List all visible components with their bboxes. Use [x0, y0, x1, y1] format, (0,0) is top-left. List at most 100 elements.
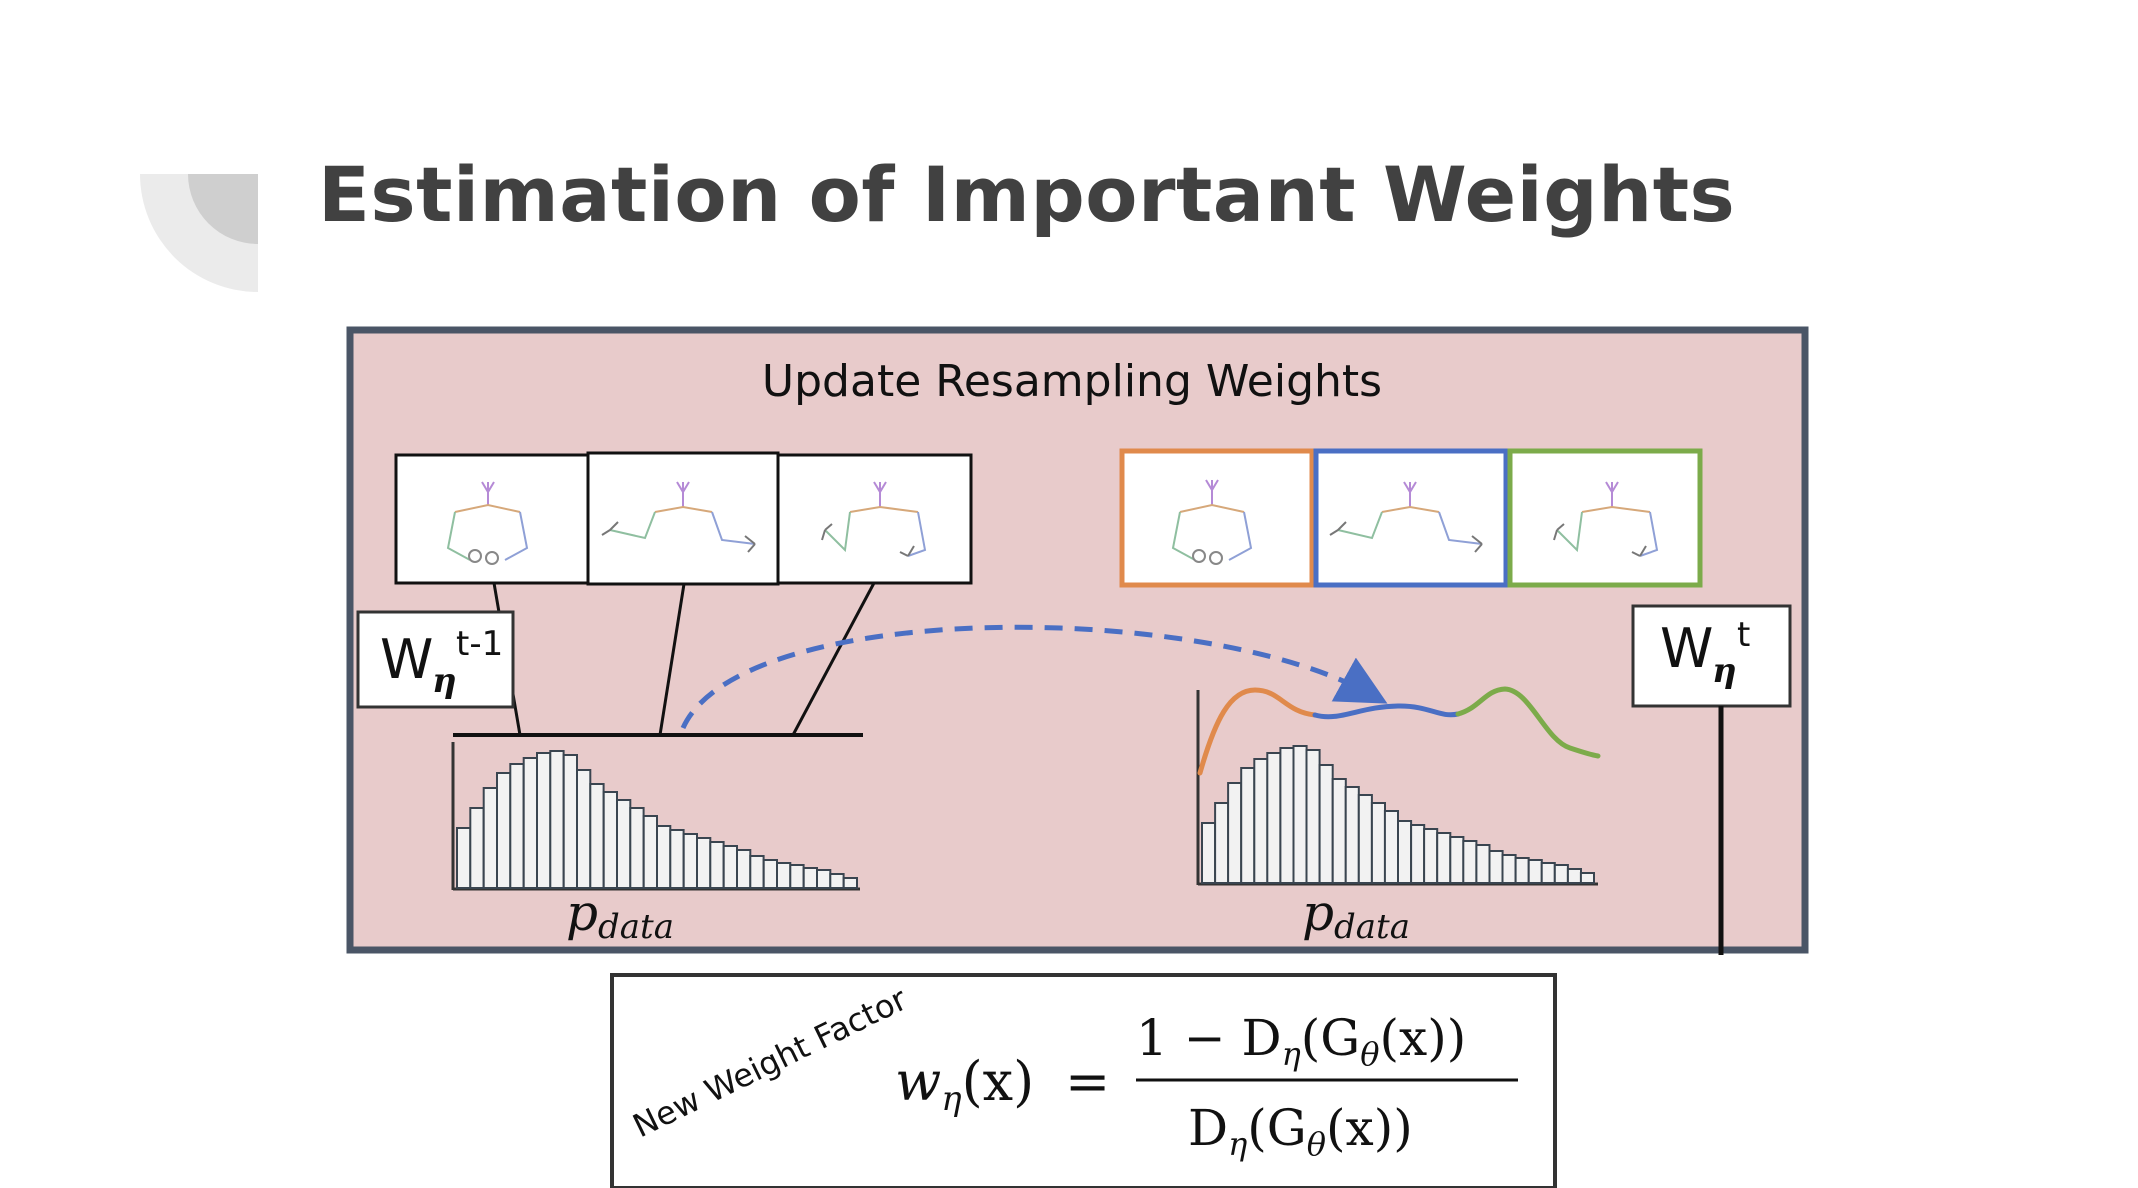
histogram-bar [469, 807, 485, 889]
histogram-bar [842, 877, 859, 889]
left-hist-label-base: p [566, 884, 598, 942]
formula-lhs-w: w [895, 1050, 941, 1113]
formula-lhs-arg: (x) [962, 1050, 1035, 1113]
formula-denominator-prefix: D [1188, 1099, 1228, 1157]
density-curve [1197, 686, 1601, 776]
pose-figure [1171, 479, 1253, 565]
histogram-bar [536, 752, 552, 889]
histogram-bar [682, 833, 699, 889]
left-pose-frame-3 [776, 453, 973, 585]
histogram-bar [509, 763, 525, 889]
histogram-bar [1540, 862, 1556, 884]
left-pose-frames [394, 451, 973, 586]
histogram-bar [1344, 786, 1360, 884]
right-pose-frames [1119, 448, 1703, 588]
formula-numerator-open: (G [1301, 1009, 1360, 1067]
right-hist-label: pdata [1302, 884, 1410, 947]
histogram-bar [736, 849, 752, 889]
histogram-bar [1397, 820, 1413, 884]
left-weight-box: W η t-1 [356, 610, 515, 709]
histogram-bar [829, 873, 845, 889]
pose-figure [821, 481, 927, 557]
histogram-bar [1462, 840, 1478, 884]
left-hist-label-subscript: data [598, 907, 674, 947]
histogram-bar [1253, 758, 1269, 884]
histogram-bar [1279, 747, 1295, 884]
right-pose-frame-orange [1119, 448, 1315, 588]
histogram-bar [1423, 828, 1439, 884]
right-pose-frame-green [1507, 448, 1703, 588]
right-weight-base: W [1660, 617, 1713, 680]
histogram-bar [456, 827, 472, 889]
histogram-bar [576, 769, 592, 889]
histogram-bar [522, 757, 539, 889]
histogram-bar [816, 869, 832, 889]
histogram-bar [602, 791, 619, 889]
panel-title: Update Resampling Weights [762, 356, 1382, 407]
formula-numerator-eta: η [1282, 1035, 1301, 1073]
right-hist-label-base: p [1302, 884, 1334, 942]
formula-denominator-open: (G [1247, 1099, 1306, 1157]
histogram-bar [1266, 752, 1282, 884]
histogram-bar [1410, 824, 1426, 884]
histogram-bar [1514, 857, 1530, 884]
histogram-bar [709, 841, 725, 889]
formula-numerator-prefix: 1 − D [1136, 1009, 1282, 1067]
right-weight-superscript: t [1737, 615, 1750, 655]
pose-figure [1553, 481, 1659, 557]
right-pose-frame-blue [1313, 448, 1509, 588]
histogram-bar [1227, 782, 1243, 884]
histogram-bar [1331, 778, 1347, 884]
formula-denominator-eta: η [1228, 1125, 1247, 1163]
pose-figure [1329, 481, 1483, 553]
histogram-bar [1214, 802, 1230, 884]
left-pose-frame-2 [586, 451, 780, 586]
right-histogram-bars [1201, 745, 1596, 884]
histogram-bar [802, 867, 819, 889]
histogram-bar [749, 855, 765, 889]
formula-lhs: wη(x) [895, 1050, 1034, 1119]
histogram-bar [1566, 868, 1583, 884]
histogram-bar [1527, 859, 1543, 884]
formula-denominator: Dη(Gθ(x)) [1188, 1099, 1413, 1163]
histogram-bar [629, 807, 645, 889]
left-histogram-bars [456, 750, 859, 889]
left-weight-subscript: η [432, 661, 457, 701]
histogram-bar [496, 772, 512, 889]
density-curve-blue [1312, 703, 1461, 720]
histogram-bar [1383, 810, 1400, 884]
histogram-bar [1318, 764, 1334, 884]
right-weight-subscript: η [1712, 651, 1737, 691]
decorative-corner-shape [140, 174, 258, 292]
left-weight-superscript: t-1 [456, 624, 503, 664]
histogram-bar [762, 859, 779, 889]
histogram-bar [1305, 749, 1321, 884]
left-weight-base: W [380, 628, 433, 691]
histogram-bar [1553, 864, 1569, 884]
histogram-bar [549, 750, 565, 889]
right-weight-box: W η t [1631, 604, 1792, 708]
formula-equals: = [1065, 1050, 1110, 1113]
histogram-bar [696, 837, 712, 889]
formula-lhs-sub: η [941, 1079, 962, 1119]
histogram-bar [1475, 844, 1491, 884]
formula-denominator-theta: θ [1307, 1125, 1326, 1163]
formula-numerator-tail: (x)) [1379, 1009, 1466, 1067]
histogram-bar [789, 864, 805, 889]
slide-title: Estimation of Important Weights [318, 150, 1736, 239]
histogram-bar [1357, 794, 1373, 884]
formula-denominator-tail: (x)) [1326, 1099, 1413, 1157]
pose-figure [601, 481, 756, 553]
density-curve-orange [1197, 687, 1318, 776]
histogram-bar [642, 815, 659, 889]
formula-numerator-theta: θ [1360, 1035, 1379, 1073]
histogram-bar [482, 787, 499, 889]
formula-expression: wη(x) = 1 − Dη(Gθ(x)) Dη(Gθ(x)) [895, 1009, 1518, 1163]
pose-figure [446, 481, 529, 565]
histogram-bar [616, 799, 632, 889]
histogram-bar [1501, 854, 1517, 884]
histogram-bar [589, 783, 605, 889]
left-hist-label: pdata [566, 884, 674, 947]
histogram-bar [1579, 872, 1596, 884]
